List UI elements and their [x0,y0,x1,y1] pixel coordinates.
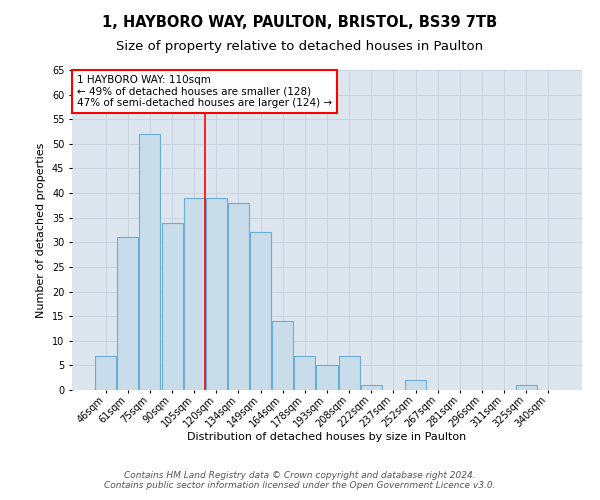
Bar [206,198,227,390]
Bar [338,356,359,390]
Text: 1, HAYBORO WAY, PAULTON, BRISTOL, BS39 7TB: 1, HAYBORO WAY, PAULTON, BRISTOL, BS39 7… [103,15,497,30]
Bar [295,356,316,390]
Bar [250,232,271,390]
Text: Contains HM Land Registry data © Crown copyright and database right 2024.
Contai: Contains HM Land Registry data © Crown c… [104,470,496,490]
Text: 1 HAYBORO WAY: 110sqm
← 49% of detached houses are smaller (128)
47% of semi-det: 1 HAYBORO WAY: 110sqm ← 49% of detached … [77,75,332,108]
X-axis label: Distribution of detached houses by size in Paulton: Distribution of detached houses by size … [187,432,467,442]
Bar [161,222,182,390]
Bar [405,380,426,390]
Bar [118,238,139,390]
Bar [515,385,536,390]
Y-axis label: Number of detached properties: Number of detached properties [37,142,46,318]
Bar [361,385,382,390]
Text: Size of property relative to detached houses in Paulton: Size of property relative to detached ho… [116,40,484,53]
Bar [184,198,205,390]
Bar [95,356,116,390]
Bar [272,321,293,390]
Bar [316,366,338,390]
Bar [139,134,160,390]
Bar [228,203,249,390]
